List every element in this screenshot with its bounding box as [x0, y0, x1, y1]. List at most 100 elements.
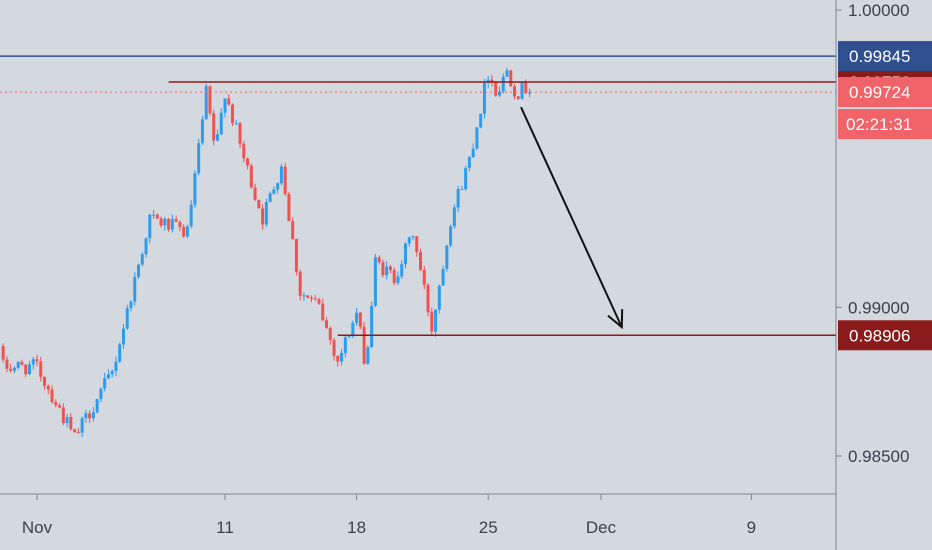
candle-body [482, 82, 486, 114]
candle-body [497, 91, 501, 96]
candle-body [9, 368, 13, 371]
candle-body [212, 113, 216, 141]
y-tick-label: 0.98500 [848, 447, 909, 466]
candle-body [358, 312, 362, 327]
candle-body [219, 112, 223, 135]
candle-body [125, 308, 129, 329]
candle-body [246, 158, 250, 166]
candle-body [437, 285, 441, 310]
candle-body [434, 309, 438, 332]
candle-body [452, 207, 456, 227]
candle-body [43, 376, 47, 386]
candle-body [204, 86, 208, 120]
current-price-label: 0.99724 [849, 83, 910, 102]
candle-body [24, 364, 28, 375]
candle-body [170, 219, 174, 230]
candle-body [249, 165, 253, 188]
candle-body [306, 295, 310, 298]
candle-body [129, 301, 133, 309]
candle-body [121, 328, 125, 345]
candle-body [110, 371, 114, 375]
candle-body [215, 134, 219, 141]
candle-body [31, 359, 35, 365]
candle-body [46, 385, 50, 390]
candles-group [1, 68, 532, 438]
candle-body [328, 327, 332, 340]
countdown-badge [838, 109, 932, 140]
candle-body [325, 320, 329, 328]
candle-body [88, 413, 92, 419]
x-tick-label: 25 [479, 518, 498, 537]
candle-body [321, 303, 325, 321]
candle-body [182, 226, 186, 237]
candle-body [419, 252, 423, 270]
candle-body [460, 189, 464, 191]
candle-body [283, 166, 287, 194]
candle-body [309, 297, 313, 299]
candle-body [385, 266, 389, 276]
candle-body [148, 214, 152, 239]
candle-body [370, 305, 374, 348]
x-tick-label: 18 [347, 518, 366, 537]
candle-body [313, 298, 317, 300]
candle-body [159, 218, 163, 226]
candle-body [54, 402, 58, 406]
candle-body [449, 226, 453, 246]
candle-body [302, 295, 306, 297]
candle-body [513, 86, 517, 97]
candle-body [272, 189, 276, 194]
candle-body [261, 208, 265, 225]
levels-group [0, 55, 836, 337]
candle-body [287, 193, 291, 222]
candle-body [332, 339, 336, 356]
candle-body [407, 237, 411, 244]
candle-body [144, 238, 148, 255]
candle-body [20, 361, 24, 365]
candle-body [84, 413, 88, 419]
candle-body [200, 119, 204, 144]
candle-body [76, 432, 80, 434]
candle-body [80, 418, 84, 433]
arrow-head [607, 309, 624, 330]
candle-body [355, 312, 359, 323]
candle-body [185, 226, 189, 237]
candle-body [91, 412, 95, 419]
candle-body [520, 82, 524, 99]
candle-body [50, 389, 54, 403]
candle-body [253, 187, 257, 200]
candle-body [505, 70, 509, 77]
candle-body [155, 214, 159, 219]
candle-body [95, 399, 99, 413]
candle-body [103, 378, 107, 389]
candle-body [140, 254, 144, 265]
candle-body [400, 264, 404, 277]
candle-body [35, 359, 39, 362]
candle-body [27, 364, 31, 375]
x-tick-label: 11 [216, 518, 234, 537]
candle-body [167, 218, 171, 230]
candle-body [231, 104, 235, 124]
candle-body [61, 407, 65, 424]
support-price-badge [838, 320, 932, 351]
candle-body [445, 245, 449, 269]
candle-body [65, 417, 69, 424]
candle-body [16, 361, 20, 368]
candle-body [294, 238, 298, 272]
candle-body [475, 127, 479, 149]
support-price-label: 0.98906 [849, 326, 910, 345]
candle-body [264, 201, 268, 225]
candle-body [430, 312, 434, 332]
candle-body [317, 299, 321, 304]
candle-body [381, 262, 385, 276]
candle-body [223, 98, 227, 113]
candle-body [1, 345, 5, 360]
candle-body [347, 336, 351, 338]
candle-body [193, 173, 197, 205]
candle-body [490, 79, 494, 82]
candle-body [291, 221, 295, 239]
candle-body [392, 270, 396, 283]
y-tick-label: 0.99000 [848, 298, 909, 317]
x-tick-label: Nov [22, 518, 53, 537]
